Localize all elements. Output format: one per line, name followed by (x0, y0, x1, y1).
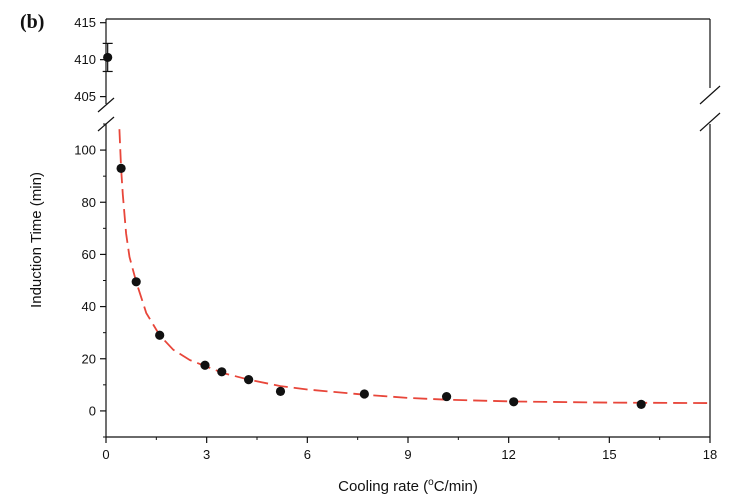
axis-break-mark (699, 112, 721, 132)
data-points-layer (102, 42, 646, 409)
data-point (636, 399, 646, 409)
y-tick-label: 40 (82, 299, 96, 314)
x-tick-label: 9 (404, 447, 411, 462)
x-tick-label: 12 (501, 447, 515, 462)
y-tick-label: 100 (74, 143, 96, 158)
y-axis-title: Induction Time (min) (28, 172, 45, 308)
y-tick-label: 60 (82, 247, 96, 262)
y-axis-upper: 405 410 415 (74, 15, 106, 104)
x-tick-label: 15 (602, 447, 616, 462)
x-axis-title: Cooling rate (oC/min) (338, 477, 478, 495)
y-tick-label: 80 (82, 195, 96, 210)
y-axis-lower: 0 20 40 60 80 100 (74, 123, 106, 438)
y-tick-label: 20 (82, 351, 96, 366)
data-point (155, 330, 165, 340)
data-point (275, 386, 286, 396)
data-point (200, 360, 210, 370)
x-axis-title-suffix: C/min) (434, 478, 478, 495)
data-point (359, 389, 369, 399)
data-point (103, 52, 113, 63)
data-point (131, 277, 141, 287)
axis-break-mark (97, 97, 115, 113)
x-axis-title-prefix: Cooling rate ( (338, 478, 428, 495)
panel-label: (b) (20, 11, 44, 33)
y-tick-label: 405 (74, 89, 96, 104)
y-tick-label: 0 (89, 403, 96, 418)
y-tick-label: 410 (74, 52, 96, 67)
data-point (509, 397, 519, 407)
x-tick-label: 3 (203, 447, 210, 462)
x-tick-label: 18 (703, 447, 717, 462)
data-point (244, 375, 254, 385)
data-point (441, 391, 452, 402)
data-point (217, 367, 227, 377)
y-tick-label: 415 (74, 15, 96, 30)
data-point (116, 163, 126, 173)
x-tick-label: 0 (102, 447, 109, 462)
plot-frame (97, 18, 721, 438)
x-axis-title-superscript: o (428, 477, 434, 488)
x-tick-label: 6 (304, 447, 311, 462)
axis-break-mark (699, 85, 721, 105)
x-axis: 0 3 6 9 12 15 18 (102, 437, 717, 462)
